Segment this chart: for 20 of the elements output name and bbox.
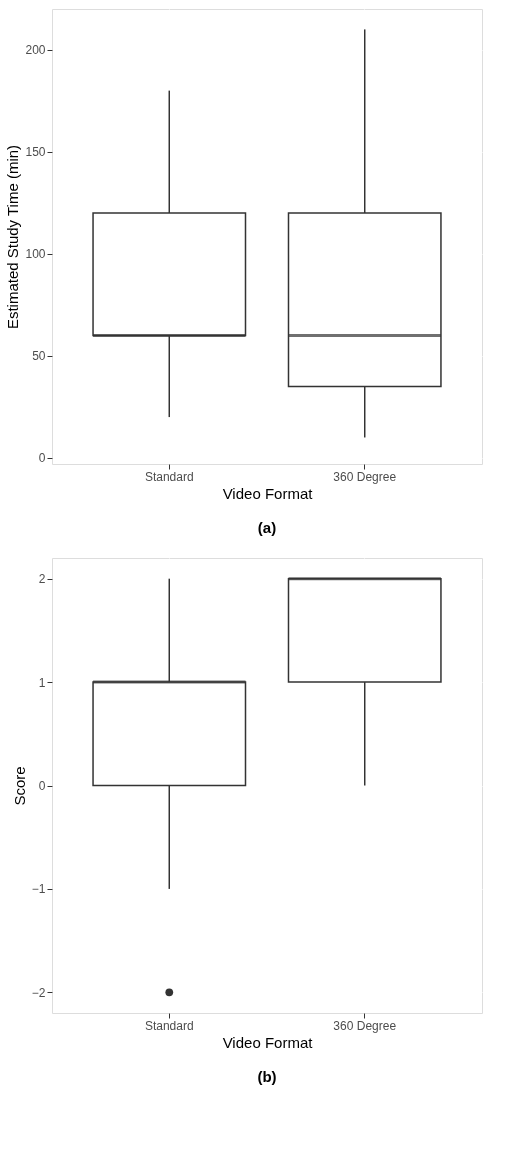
text: (b) — [257, 1068, 277, 1085]
x-axis-title: Video Format — [222, 484, 314, 502]
x-tick-label: 360 Degree — [333, 1018, 397, 1033]
y-tick-label: 2 — [38, 572, 46, 587]
y-tick-label: −1 — [31, 882, 46, 897]
x-tick-label: Standard — [144, 1018, 194, 1033]
y-tick-label: 200 — [25, 43, 46, 58]
text: (a) — [257, 519, 277, 536]
y-tick-label: 0 — [38, 451, 46, 466]
y-tick-label: 150 — [25, 145, 46, 160]
x-tick-label: Standard — [144, 469, 194, 484]
y-tick-label: 0 — [38, 779, 46, 793]
y-tick-label: 1 — [38, 675, 46, 690]
y-axis-title: Score — [10, 766, 28, 806]
y-tick-label: −2 — [31, 985, 46, 1000]
y-tick-label: 100 — [25, 247, 46, 262]
y-axis-title: Estimated Study Time (min) — [4, 144, 22, 330]
x-axis-title: Video Format — [222, 1033, 314, 1051]
y-tick-label: 50 — [32, 349, 46, 364]
x-tick-label: 360 Degree — [333, 469, 397, 484]
